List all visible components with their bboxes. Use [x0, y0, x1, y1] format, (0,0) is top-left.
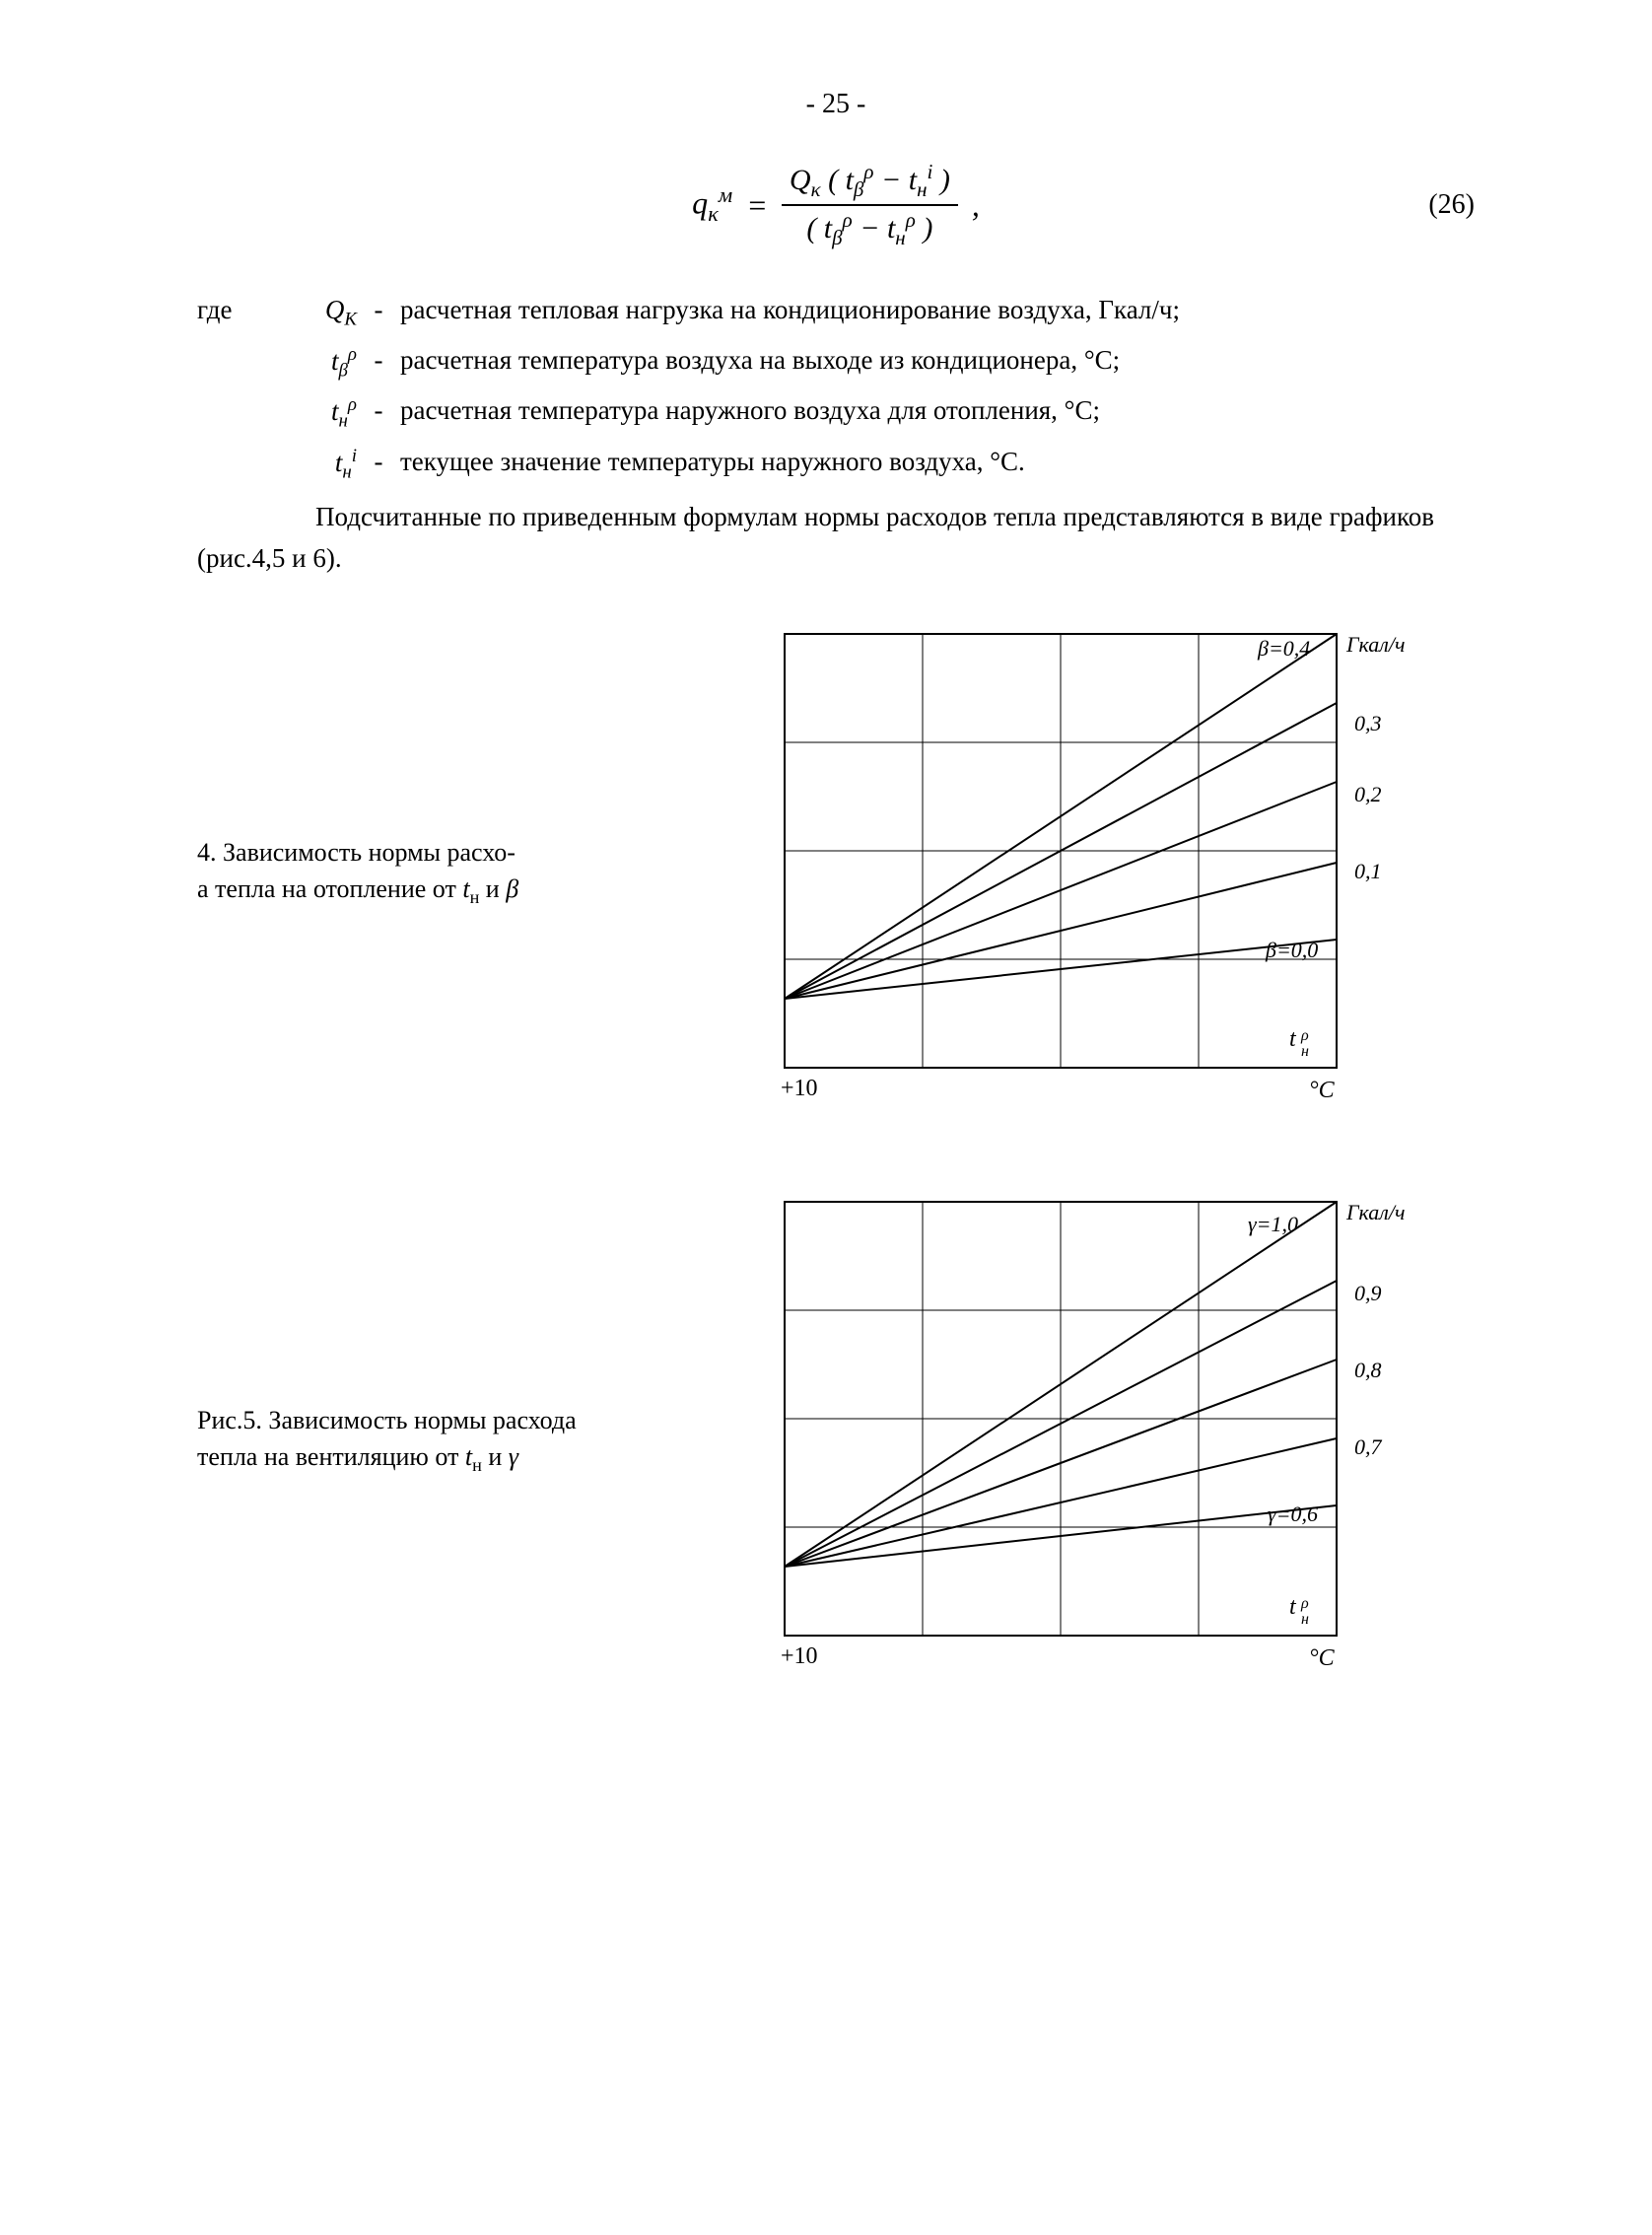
body-paragraph: Подсчитанные по приведенным формулам нор…: [197, 497, 1475, 580]
svg-text:γ=0,6: γ=0,6: [1268, 1502, 1318, 1526]
svg-text:°C: °C: [1309, 1645, 1336, 1671]
symbol-legend: где QK - расчетная тепловая нагрузка на …: [197, 290, 1475, 487]
svg-text:β=0,4: β=0,4: [1257, 636, 1310, 661]
figure-5: Рис.5. Зависимость нормы расходатепла на…: [197, 1196, 1475, 1685]
figure-5-caption: Рис.5. Зависимость нормы расходатепла на…: [197, 1403, 749, 1478]
svg-text:°C: °C: [1309, 1078, 1336, 1103]
figure-4-caption: 4. Зависимость нормы расхо-а тепла на от…: [197, 835, 749, 910]
svg-text:н: н: [1301, 1043, 1309, 1060]
equation-26: qκм = Qκ ( tβρ − tнi ) ( tβρ − tнρ ) , (…: [197, 160, 1475, 250]
figure-5-chart: γ=1,00,90,80,7γ=0,6Гкал/чtρн+10°C: [779, 1196, 1475, 1685]
svg-text:0,9: 0,9: [1354, 1281, 1382, 1305]
svg-text:Гкал/ч: Гкал/ч: [1345, 1200, 1405, 1224]
svg-text:н: н: [1301, 1611, 1309, 1628]
svg-text:0,2: 0,2: [1354, 782, 1382, 806]
svg-text:0,3: 0,3: [1354, 711, 1382, 735]
svg-text:ρ: ρ: [1300, 1027, 1309, 1044]
svg-text:+10: +10: [781, 1643, 818, 1669]
svg-text:β=0,0: β=0,0: [1265, 938, 1318, 962]
svg-text:+10: +10: [781, 1076, 818, 1101]
figure-4-chart: β=0,40,30,20,1β=0,0Гкал/чtρн+10°C: [779, 628, 1475, 1117]
equation-number: (26): [1428, 189, 1475, 221]
svg-text:0,7: 0,7: [1354, 1434, 1383, 1459]
svg-text:γ=1,0: γ=1,0: [1248, 1212, 1298, 1236]
svg-text:ρ: ρ: [1300, 1595, 1309, 1612]
page-number: - 25 -: [197, 89, 1475, 120]
svg-text:0,8: 0,8: [1354, 1358, 1382, 1382]
svg-text:0,1: 0,1: [1354, 859, 1382, 883]
figure-4: 4. Зависимость нормы расхо-а тепла на от…: [197, 628, 1475, 1117]
svg-text:Гкал/ч: Гкал/ч: [1345, 632, 1405, 657]
